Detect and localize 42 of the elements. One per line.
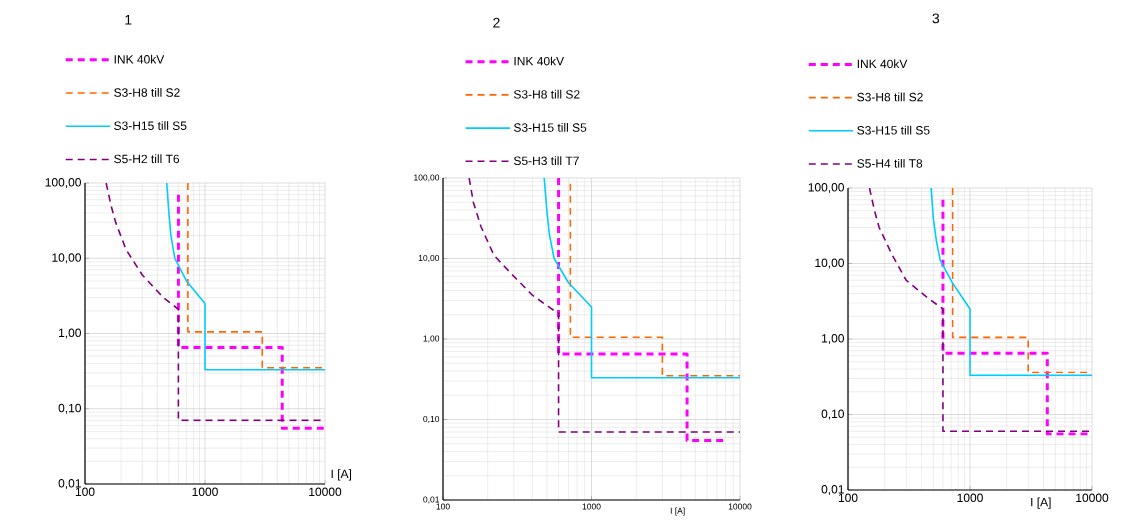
- y-tick-label: 0,01: [821, 485, 844, 495]
- chart-title: 3: [932, 13, 940, 24]
- legend-label: S5-H4 till T8: [857, 158, 923, 168]
- x-axis-title: I [A]: [331, 469, 352, 481]
- x-tick-label: 10000: [1076, 493, 1109, 503]
- legend-label: S5-H3 till T7: [513, 156, 579, 166]
- x-tick-label: 1000: [582, 503, 601, 510]
- chart-title: 1: [125, 14, 132, 25]
- legend-label: INK 40kV: [857, 59, 908, 69]
- x-tick-label: 100: [838, 493, 858, 503]
- legend-label: INK 40kV: [514, 56, 565, 66]
- legend-label: S5-H2 till T6: [114, 154, 180, 164]
- y-tick-label: 1,00: [822, 334, 845, 344]
- legend-label: S3-H15 till S5: [114, 121, 187, 130]
- y-tick-label: 10,00: [52, 253, 82, 264]
- x-axis-title: I [A]: [670, 507, 685, 516]
- y-tick-label: 10,00: [815, 258, 845, 269]
- x-tick-label: 1000: [957, 493, 983, 503]
- x-tick-label: 100: [75, 487, 95, 497]
- y-tick-label: 100,00: [808, 183, 845, 193]
- x-tick-label: 100: [436, 503, 450, 510]
- y-tick-label: 100,00: [45, 178, 82, 188]
- legend-label: S3-H8 till S2: [857, 92, 923, 102]
- legend-label: INK 40kV: [114, 54, 165, 64]
- x-tick-label: 10000: [728, 503, 752, 510]
- y-tick-label: 10,00: [418, 255, 440, 263]
- y-tick-label: 1,00: [423, 335, 440, 343]
- chart-title: 2: [493, 17, 500, 28]
- y-tick-label: 0,01: [58, 479, 81, 489]
- legend-label: S3-H15 till S5: [857, 125, 930, 135]
- y-tick-label: 1,00: [59, 328, 82, 339]
- y-tick-label: 0,10: [423, 416, 440, 424]
- y-tick-label: 0,10: [58, 403, 82, 414]
- legend-label: S3-H8 till S2: [513, 89, 580, 99]
- x-tick-label: 10000: [309, 487, 342, 497]
- legend-label: S3-H8 till S2: [114, 87, 180, 97]
- y-tick-label: 100,00: [414, 174, 440, 182]
- legend-label: S3-H15 till S5: [513, 123, 587, 132]
- x-axis-title: I [A]: [1031, 497, 1051, 509]
- x-tick-label: 1000: [192, 487, 218, 497]
- y-tick-label: 0,10: [821, 409, 845, 420]
- y-tick-label: 0,01: [423, 496, 440, 504]
